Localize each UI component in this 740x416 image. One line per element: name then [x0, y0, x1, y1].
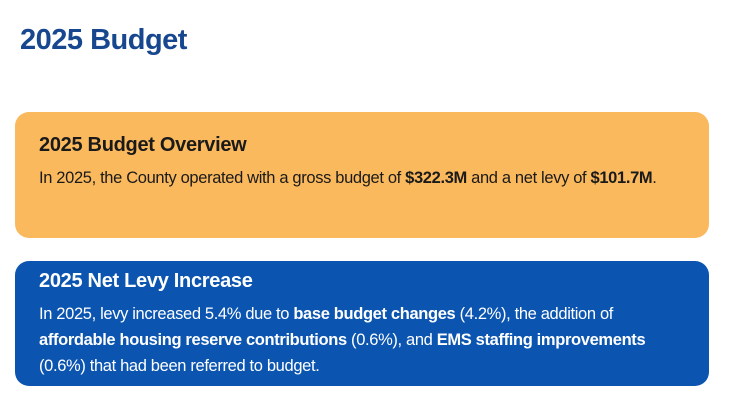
overview-text-3: .: [652, 169, 657, 187]
levy-item-ems-staffing-pct: (0.6%) that had been referred to budget.: [39, 357, 320, 375]
budget-overview-heading: 2025 Budget Overview: [39, 134, 247, 156]
net-levy-increase-heading: 2025 Net Levy Increase: [39, 270, 253, 292]
levy-item-base-budget: base budget changes: [293, 305, 456, 323]
page-title: 2025 Budget: [20, 24, 187, 56]
levy-item-affordable-housing-pct: (0.6%), and: [346, 331, 437, 349]
budget-overview-text: In 2025, the County operated with a gros…: [39, 165, 685, 191]
levy-text-1: In 2025, levy increased 5.4% due to: [39, 305, 294, 323]
overview-text-1: In 2025, the County operated with a gros…: [39, 169, 406, 187]
net-levy-increase-card: 2025 Net Levy Increase In 2025, levy inc…: [15, 261, 709, 386]
gross-budget-value: $322.3M: [405, 169, 467, 187]
net-levy-value: $101.7M: [590, 169, 653, 187]
overview-text-2: and a net levy of: [466, 169, 591, 187]
net-levy-increase-text: In 2025, levy increased 5.4% due to base…: [39, 301, 685, 379]
levy-item-base-budget-pct: (4.2%), the addition of: [455, 305, 614, 323]
budget-overview-card: 2025 Budget Overview In 2025, the County…: [15, 112, 709, 238]
levy-item-ems-staffing: EMS staffing improvements: [436, 331, 646, 349]
levy-item-affordable-housing: affordable housing reserve contributions: [39, 331, 347, 349]
